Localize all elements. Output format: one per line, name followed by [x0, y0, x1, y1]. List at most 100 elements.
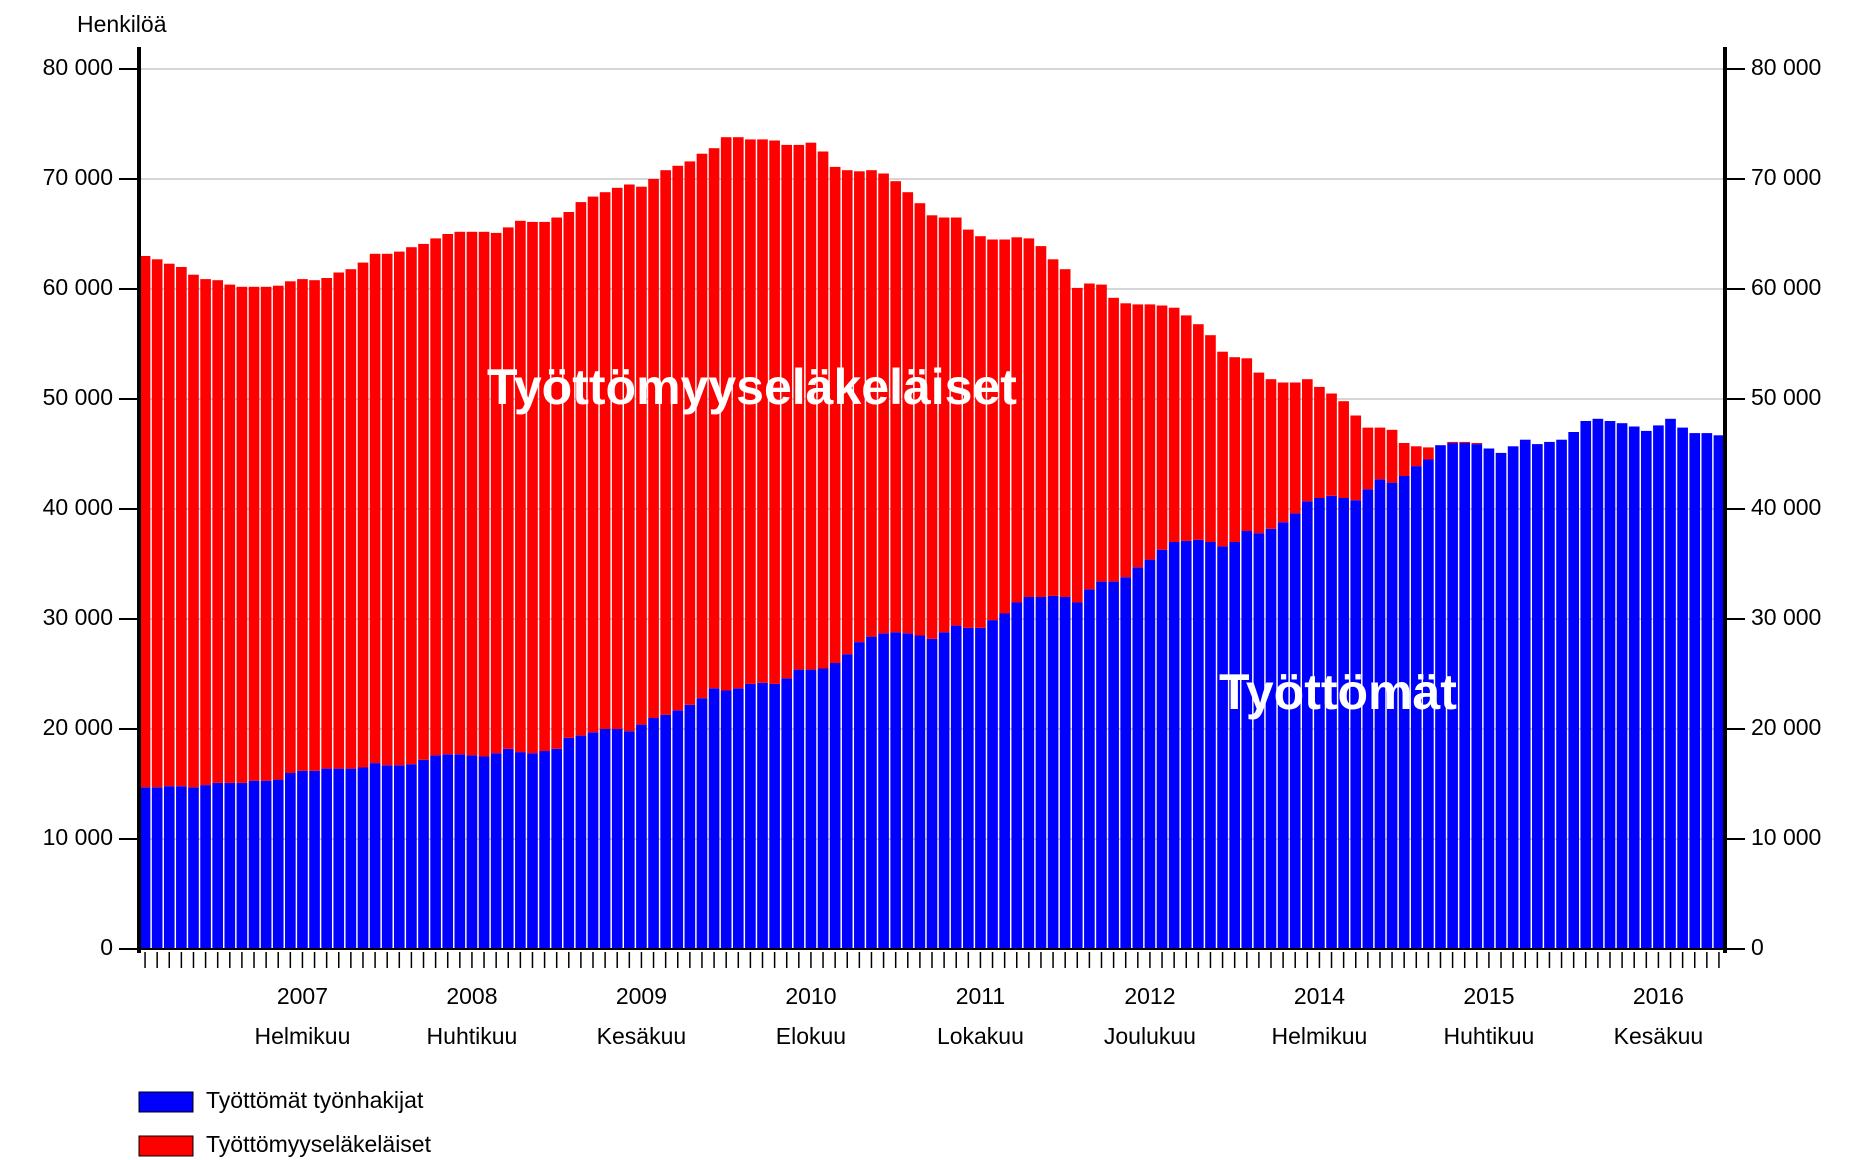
- bar-segment: [1544, 441, 1555, 949]
- bar-segment: [490, 232, 502, 754]
- x-tick-label: Helmikuu: [1271, 1023, 1367, 1049]
- x-tick-label: Huhtikuu: [1444, 1023, 1535, 1049]
- bar-segment: [163, 263, 175, 787]
- bar-segment: [1241, 358, 1253, 531]
- bar-segment: [285, 281, 296, 773]
- bar-segment: [248, 286, 260, 781]
- bar-segment: [1410, 446, 1422, 467]
- y2-tick-label: 30 000: [1751, 604, 1821, 630]
- bar-segment: [817, 151, 829, 669]
- bar-segment: [272, 285, 284, 780]
- bar-segment: [236, 286, 248, 783]
- bar-segment: [1350, 500, 1362, 949]
- bar-segment: [297, 770, 308, 949]
- bar-segment: [224, 782, 236, 949]
- bar-segment: [515, 752, 526, 949]
- bar-segment: [987, 239, 998, 621]
- bar-segment: [139, 787, 151, 949]
- x-tick-label: Helmikuu: [255, 1023, 351, 1049]
- bar-segment: [599, 729, 611, 949]
- bar-segment: [732, 688, 744, 949]
- y-axis-label: Henkilöä: [77, 11, 167, 37]
- bar-segment: [1616, 423, 1628, 949]
- bar-segment: [357, 262, 369, 768]
- bar-segment: [1423, 447, 1434, 460]
- bar-segment: [769, 683, 780, 949]
- bar-segment: [1532, 444, 1543, 949]
- bar-segment: [781, 678, 793, 949]
- bar-segment: [1023, 238, 1035, 597]
- bar-segment: [285, 773, 296, 949]
- bar-segment: [1132, 304, 1144, 568]
- bar-segment: [1156, 305, 1168, 550]
- bar-segment: [1035, 597, 1047, 949]
- bar-segment: [624, 184, 635, 732]
- bar-segment: [914, 635, 926, 949]
- bar-segment: [1132, 567, 1144, 949]
- bar-segment: [188, 274, 199, 788]
- bar-segment: [926, 638, 938, 949]
- bar-segment: [406, 247, 417, 765]
- bar-segment: [454, 754, 466, 949]
- bar-segment: [1326, 393, 1337, 496]
- bar-segment: [1628, 426, 1640, 949]
- bar-segment: [878, 633, 889, 949]
- bar-segment: [708, 688, 720, 949]
- bar-segment: [1011, 602, 1023, 949]
- y2-tick-label: 20 000: [1751, 714, 1821, 740]
- bar-segment: [1120, 303, 1132, 578]
- bar-segment: [611, 729, 623, 949]
- annotation: Työttömyyseläkeläiset: [487, 359, 1017, 415]
- bar-segment: [224, 284, 236, 783]
- bar-segment: [1301, 379, 1313, 502]
- bar-segment: [587, 732, 599, 949]
- bar-segment: [1701, 433, 1713, 950]
- bar-segment: [200, 279, 211, 786]
- bar-segment: [200, 785, 211, 949]
- bar-segment: [333, 768, 345, 949]
- bar-segment: [369, 253, 381, 764]
- y-tick-label: 50 000: [43, 384, 113, 410]
- bar-segment: [684, 704, 696, 949]
- x-tick-label: Joulukuu: [1104, 1023, 1196, 1049]
- bar-segment: [381, 253, 393, 766]
- y-tick-label: 10 000: [43, 824, 113, 850]
- bar-segment: [502, 227, 514, 749]
- bar-segment: [975, 236, 986, 628]
- y-tick-label: 70 000: [43, 164, 113, 190]
- bar-segment: [672, 710, 684, 949]
- bar-segment: [406, 764, 417, 949]
- bar-segment: [587, 196, 599, 733]
- bar-segment: [636, 186, 647, 725]
- bar-segment: [1398, 443, 1410, 476]
- bar-segment: [1374, 427, 1386, 480]
- bar-segment: [430, 755, 441, 949]
- bar-segment: [1047, 259, 1059, 596]
- bar-segment: [950, 625, 962, 949]
- bar-segment: [1253, 533, 1265, 949]
- bar-segment: [442, 754, 454, 949]
- bar-segment: [1180, 315, 1192, 541]
- bar-segment: [478, 231, 490, 757]
- bar-segment: [139, 256, 151, 788]
- bar-segment: [527, 753, 538, 949]
- bar-segment: [1326, 495, 1337, 949]
- bar-segment: [309, 280, 320, 771]
- bar-segment: [1471, 444, 1483, 949]
- bar-segment: [321, 278, 332, 769]
- bar-segment: [660, 714, 671, 949]
- bar-segment: [829, 663, 841, 949]
- bar-segment: [1301, 501, 1313, 949]
- x-tick-label: 2015: [1463, 983, 1514, 1009]
- bar-segment: [866, 170, 877, 637]
- bar-segment: [1071, 287, 1083, 603]
- bar-segment: [938, 217, 950, 633]
- bar-segment: [1398, 476, 1410, 949]
- bar-segment: [176, 786, 187, 949]
- bar-segment: [1665, 418, 1676, 949]
- x-tick-label: 2016: [1633, 983, 1684, 1009]
- y2-tick-label: 10 000: [1751, 824, 1821, 850]
- bar-segment: [708, 148, 720, 689]
- bar-segment: [575, 202, 587, 736]
